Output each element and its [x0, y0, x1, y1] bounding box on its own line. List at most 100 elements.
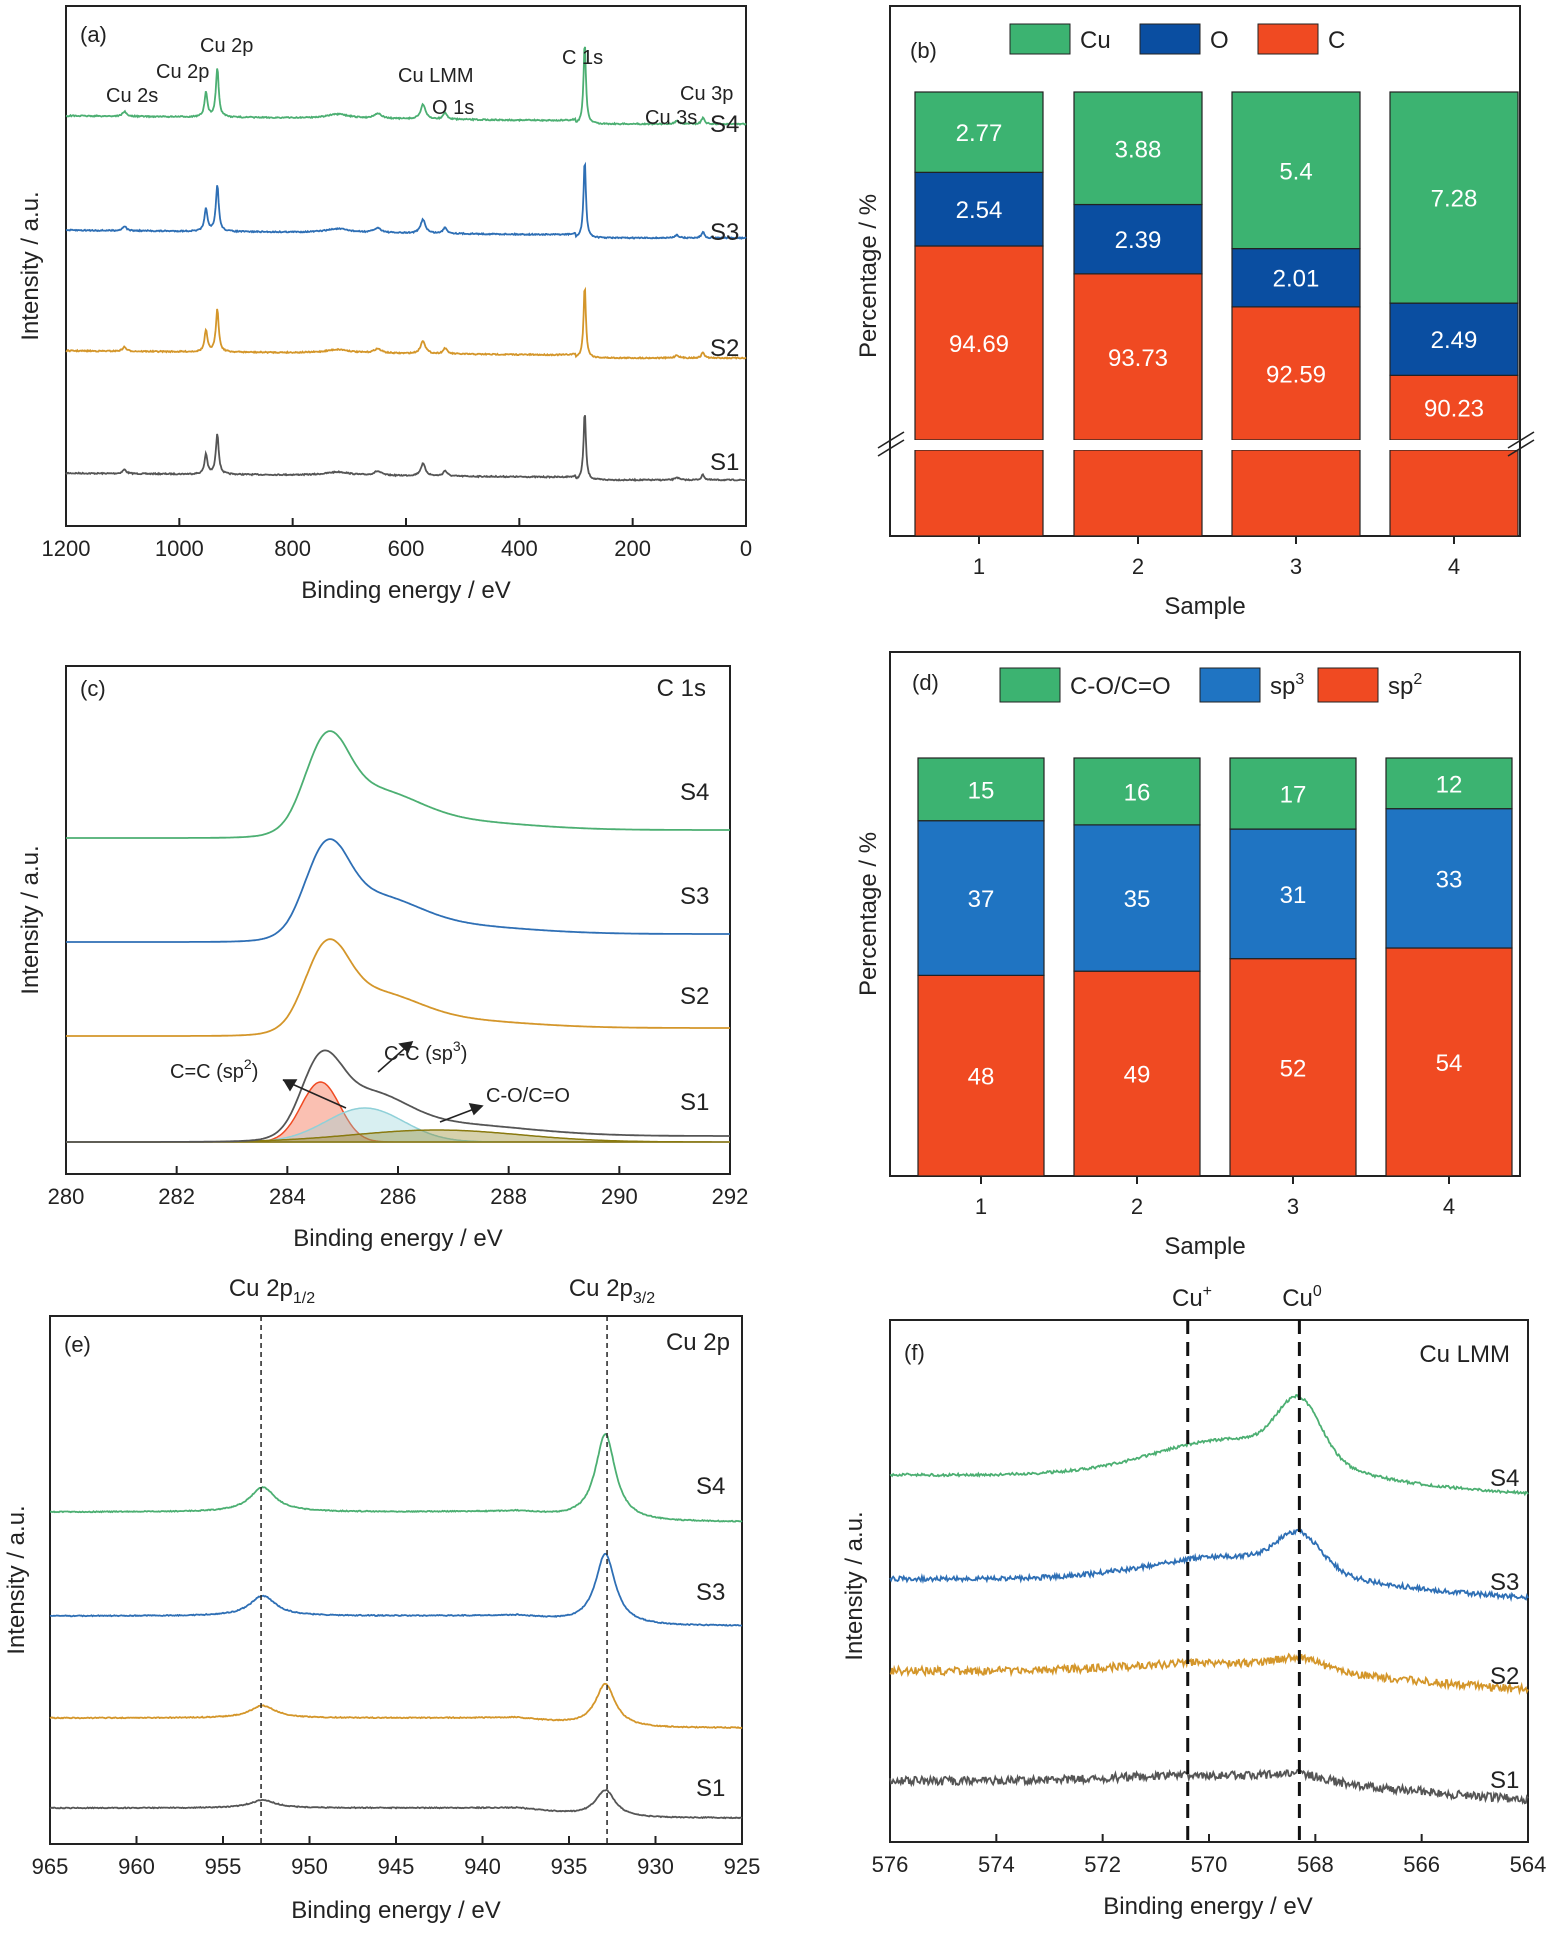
panel-b-axis-break-mark [1507, 431, 1535, 449]
panel-e-label: (e) [64, 1332, 91, 1357]
panel-d-bar-value: 16 [1124, 779, 1151, 806]
panel-b-bar-value: 2.01 [1273, 266, 1320, 293]
panel-f-x-axis-label: Binding energy / eV [1103, 1893, 1312, 1920]
panel-b-bar-cu [1231, 91, 1361, 250]
panel-e-series-s4 [50, 1433, 743, 1523]
panel-b-legend-swatch-c [1257, 23, 1319, 55]
panel-d-legend-swatch-sp3 [1199, 667, 1261, 703]
panel-c-fit-label-sp2: C=C (sp2) [170, 1056, 258, 1083]
panel-d-bar-value: 12 [1436, 771, 1463, 798]
panel-b-bar-value: 2.39 [1115, 227, 1162, 254]
panel-c-series-label-s4: S4 [680, 779, 709, 806]
panel-b-axis-break-gap [891, 440, 1519, 450]
panel-e-y-axis-label: Intensity / a.u. [3, 1505, 30, 1654]
panel-f-series-s3 [889, 1528, 1529, 1603]
panel-d-tick-label: 4 [1443, 1194, 1455, 1219]
panel-d-bar-sp3 [1073, 824, 1201, 972]
panel-f-tick-label: 568 [1297, 1852, 1334, 1877]
panel-a-series-label-s2: S2 [710, 335, 739, 362]
panel-b-bar-value: 93.73 [1108, 345, 1168, 372]
panel-f-frame [889, 1319, 1529, 1843]
panel-c-tick-label: 288 [490, 1184, 527, 1209]
panel-d-bar-value: 54 [1436, 1050, 1463, 1077]
panel-b-bar-o [914, 171, 1044, 247]
panel-f-tick-label: 572 [1084, 1852, 1121, 1877]
panel-c-tick-label: 286 [380, 1184, 417, 1209]
panel-f-tick-label: 566 [1403, 1852, 1440, 1877]
panel-f-label: (f) [904, 1340, 925, 1365]
panel-f-ref-label-cu0: Cu0 [1282, 1283, 1322, 1312]
panel-e-tick-label: 925 [724, 1854, 761, 1879]
panel-b-bar-c [1389, 374, 1519, 441]
panel-e-curves [49, 1433, 743, 1820]
panel-e-tick-label: 940 [464, 1854, 501, 1879]
panel-c-series-s3 [66, 838, 730, 943]
panel-b-bar-cu [914, 91, 1044, 173]
panel-d-label: (d) [912, 670, 939, 695]
panel-d-bar-value: 52 [1280, 1055, 1307, 1082]
panel-f: 576 574 572 570 568 566 564 (f) Cu LMM Cu+ Cu0… [841, 1283, 1546, 1920]
panel-f-tick-label: 574 [978, 1852, 1015, 1877]
panel-e-tick-label: 955 [205, 1854, 242, 1879]
panel-d-legend-swatch-coco [999, 667, 1061, 703]
panel-e-tick-label: 930 [637, 1854, 674, 1879]
panel-b-axis-break-mark [877, 431, 905, 449]
panel-a-peak-culmm: Cu LMM [398, 65, 474, 87]
panel-b-tick-label: 4 [1448, 554, 1460, 579]
panel-e-series-label-s3: S3 [696, 1579, 725, 1606]
panel-b-bar-value: 2.49 [1431, 327, 1478, 354]
panel-d-bar-sp2 [1073, 970, 1201, 1177]
panel-d-frame [889, 651, 1521, 1177]
panel-a-series-label-s1: S1 [710, 449, 739, 476]
panel-d-x-axis-label: Sample [1164, 1233, 1245, 1260]
panel-a: 1200 1000 800 600 400 200 0 (a) Cu 2s Cu 2p Cu… [17, 5, 752, 604]
panel-d-bar-sp3 [917, 820, 1045, 976]
panel-b-bar-c-lower [1389, 449, 1519, 537]
panel-c-fit-label-coco: C-O/C=O [486, 1085, 570, 1107]
panel-b-axis-break-mark [877, 439, 905, 457]
arrowhead-sp3 [398, 1040, 414, 1054]
panel-b-tick-label: 1 [973, 554, 985, 579]
panel-e-series-s1 [49, 1788, 743, 1820]
panel-d-bar-coco [917, 757, 1045, 822]
panel-b-bar-cu [1073, 91, 1203, 206]
panel-c-tick-label: 284 [269, 1184, 306, 1209]
panel-c-curves [66, 730, 730, 1143]
panel-c-series-label-s3: S3 [680, 883, 709, 910]
panel-a-label: (a) [80, 22, 107, 47]
panel-b-legend-o: O [1210, 27, 1229, 54]
panel-a-series-label-s4: S4 [710, 111, 739, 138]
panel-f-series-label-s2: S2 [1490, 1663, 1519, 1690]
panel-c-tick-label: 290 [601, 1184, 638, 1209]
panel-a-x-ticks: 1200 1000 800 600 400 200 0 [42, 518, 752, 561]
panel-f-tick-label: 570 [1191, 1852, 1228, 1877]
panel-c-tick-label: 292 [712, 1184, 749, 1209]
panel-f-series-label-s3: S3 [1490, 1569, 1519, 1596]
panel-d-bar-sp2 [1385, 947, 1513, 1177]
arrowhead-sp2 [282, 1079, 298, 1092]
panel-f-x-ticks: 576 574 572 570 568 566 564 [872, 1834, 1546, 1877]
panel-e-tick-label: 945 [378, 1854, 415, 1879]
panel-a-peak-o1s: O 1s [432, 97, 474, 119]
panel-d-bar-value: 15 [968, 777, 995, 804]
panel-b-x-ticks: 1 2 3 4 [973, 536, 1460, 579]
panel-b-axis-break-mark [1507, 439, 1535, 457]
panel-b-bar-value: 5.4 [1279, 158, 1312, 185]
panel-b-y-axis-label: Percentage / % [855, 194, 882, 358]
panel-b-bar-value: 90.23 [1424, 396, 1484, 423]
panel-d-bar-value: 17 [1280, 782, 1307, 809]
panel-e-ref-label-2p12: Cu 2p1/2 [229, 1275, 315, 1307]
panel-c-corner-label: C 1s [657, 675, 706, 702]
panel-b-bar-o [1389, 302, 1519, 376]
panel-d-legend-swatch-sp2 [1317, 667, 1379, 703]
panel-e-x-ticks: 965 960 955 950 945 940 935 930 925 [32, 1836, 761, 1879]
panel-b-bar-value: 3.88 [1115, 136, 1162, 163]
panel-b-frame [889, 5, 1521, 537]
panel-f-curves [889, 1393, 1529, 1805]
panel-b-bar-value: 92.59 [1266, 361, 1326, 388]
panel-b-bar-c-lower [1231, 449, 1361, 537]
panel-f-series-label-s1: S1 [1490, 1767, 1519, 1794]
panel-d-tick-label: 3 [1287, 1194, 1299, 1219]
panel-c-series-label-s2: S2 [680, 983, 709, 1010]
